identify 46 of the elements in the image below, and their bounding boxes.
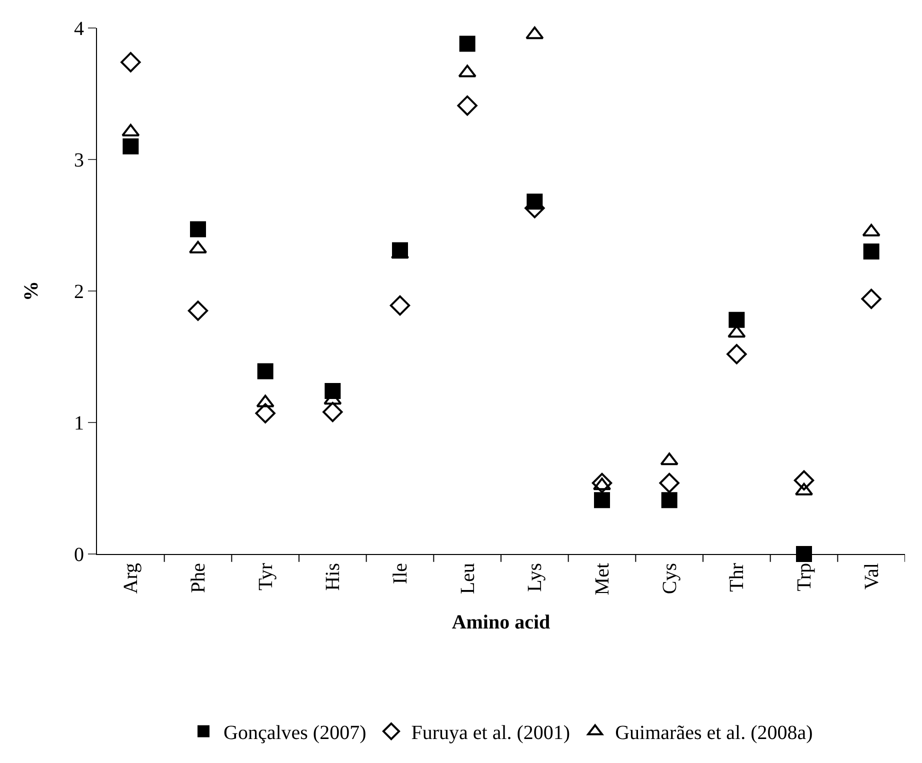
x-tick-label: Leu: [456, 563, 479, 594]
x-tick-label: Trp: [794, 563, 816, 592]
point: [257, 363, 274, 380]
x-tick-label: Tyr: [254, 562, 277, 590]
x-tick-label: Lys: [524, 562, 546, 592]
point: [659, 472, 680, 494]
point: [796, 546, 812, 562]
y-tick-label: 4: [74, 18, 84, 40]
point: [122, 124, 140, 136]
point: [255, 403, 276, 424]
y-axis-title: %: [20, 281, 42, 301]
point: [322, 402, 343, 422]
point: [188, 300, 208, 321]
point: [526, 26, 544, 40]
point: [728, 312, 745, 328]
point: [459, 36, 476, 52]
point: [120, 52, 141, 72]
point: [661, 492, 678, 508]
point: [592, 472, 612, 494]
x-axis-title: Amino acid: [452, 612, 550, 634]
legend-label: Gonçalves (2007): [224, 722, 366, 744]
point: [726, 344, 747, 364]
point: [458, 64, 476, 78]
x-tick-label: Thr: [726, 562, 748, 592]
x-tick-label: His: [322, 562, 344, 591]
x-tick-label: Phe: [188, 562, 210, 593]
point: [861, 288, 882, 309]
y-tick-label: 0: [74, 544, 84, 566]
x-tick-label: Ile: [390, 562, 412, 584]
x-tick-label: Cys: [658, 562, 681, 594]
x-tick-label: Met: [592, 562, 614, 596]
point: [594, 492, 610, 508]
point: [794, 470, 814, 490]
point: [122, 138, 139, 154]
point: [863, 244, 880, 260]
point: [390, 295, 410, 316]
y-tick-label: 2: [74, 281, 84, 303]
y-tick-label: 3: [74, 150, 84, 172]
x-tick-label: Val: [860, 562, 883, 590]
point: [457, 95, 478, 116]
point: [862, 224, 880, 236]
legend-label: Guimarães et al. (2008a): [615, 722, 813, 744]
x-tick-label: Arg: [120, 563, 142, 594]
y-tick-label: 1: [74, 412, 84, 434]
point: [190, 221, 206, 238]
legend-label: Furuya et al. (2001): [411, 722, 570, 744]
